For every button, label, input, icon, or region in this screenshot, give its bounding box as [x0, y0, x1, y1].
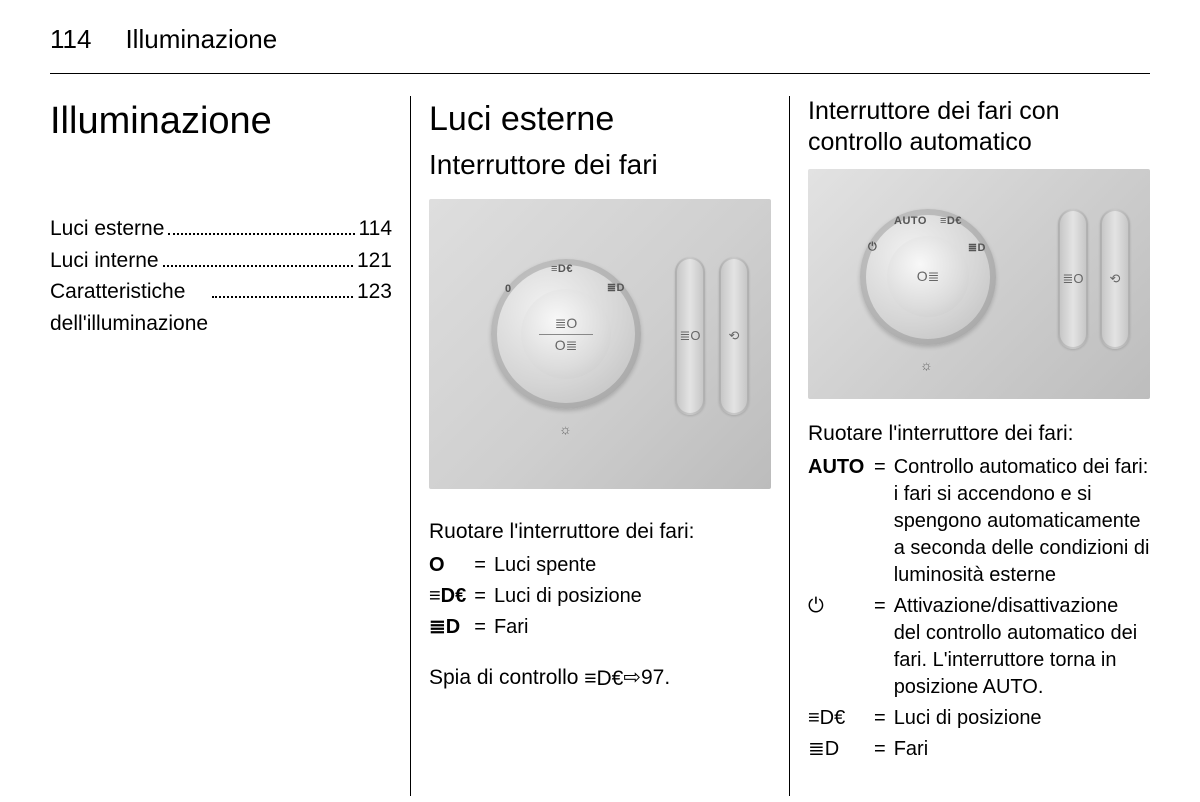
footer-symbol: ≡D€ — [584, 664, 623, 693]
def-symbol: ≣D — [808, 736, 866, 763]
lead-text: Ruotare l'interruttore dei fari: — [808, 419, 1150, 448]
toc-page: 121 — [357, 245, 392, 277]
dial-center-icon: O≣ — [887, 236, 969, 318]
definition-list: O = Luci spente ≡D€ = Luci di posizione … — [429, 552, 771, 641]
def-symbol: ≡D€ — [429, 583, 466, 610]
slider-2-icon: ⟲ — [1100, 209, 1130, 349]
footer-note: Spia di controllo ≡D€ ⇨ 97. — [429, 663, 771, 692]
page-header: 114 Illuminazione — [50, 24, 1150, 74]
def-symbol: ≡D€ — [808, 705, 866, 732]
toc-label: Caratteristiche dell'illuminazione — [50, 276, 208, 339]
dial-mark-off: ⏻ — [868, 241, 877, 254]
dial-mark-park: ≡D€ — [940, 215, 962, 227]
column-luci-esterne: Luci esterne Interruttore dei fari ≣O O≣… — [411, 96, 789, 796]
column-auto-headlight: Interruttore dei fari con controllo auto… — [790, 96, 1150, 796]
toc-row: Luci interne 121 — [50, 245, 392, 277]
toc-page: 114 — [359, 213, 392, 245]
toc-row: Luci esterne 114 — [50, 213, 392, 245]
def-equals: = — [474, 583, 486, 610]
auto-headlight-switch-figure: O≣ ⏻ AUTO ≡D€ ≣D ☼ ≣O ⟲ — [808, 169, 1150, 399]
toc-label: Luci interne — [50, 245, 159, 277]
definition-list: AUTO = Controllo automatico dei fari: i … — [808, 454, 1150, 763]
def-equals: = — [874, 593, 886, 701]
dial-mark-head: ≣D — [968, 241, 986, 254]
footer-text-a: Spia di controllo — [429, 666, 584, 689]
toc-dots — [163, 248, 353, 267]
def-symbol: ≣D — [429, 614, 466, 641]
toc-page: 123 — [357, 276, 392, 308]
headlight-switch-figure: ≣O O≣ 0 ≡D€ ≣D ☼ ≣O ⟲ — [429, 199, 771, 489]
dial-center-label: O≣ — [917, 268, 940, 285]
def-symbol: O — [429, 552, 466, 579]
def-value: Luci di posizione — [494, 583, 771, 610]
subsection-heading: Interruttore dei fari — [429, 149, 771, 181]
def-value: Luci di posizione — [894, 705, 1150, 732]
toc-dots — [212, 279, 353, 298]
dial-mark-park: ≡D€ — [551, 263, 573, 275]
auto-headlight-dial-icon: O≣ ⏻ AUTO ≡D€ ≣D — [860, 209, 996, 345]
def-value: Luci spente — [494, 552, 771, 579]
def-symbol: AUTO — [808, 454, 866, 589]
toc-dots — [168, 216, 354, 235]
brightness-icon: ☼ — [920, 357, 933, 373]
def-equals: = — [874, 705, 886, 732]
def-equals: = — [474, 614, 486, 641]
arrow-icon: ⇨ — [623, 663, 641, 692]
slider-2-icon: ⟲ — [719, 257, 749, 415]
brightness-icon: ☼ — [559, 421, 572, 437]
slider-1-icon: ≣O — [675, 257, 705, 415]
def-value: Attivazione/disattivazione del controllo… — [894, 593, 1150, 701]
def-value: Fari — [894, 736, 1150, 763]
footer-text-b: 97. — [641, 666, 670, 689]
page-number: 114 — [50, 24, 91, 55]
lead-text: Ruotare l'interruttore dei fari: — [429, 517, 771, 546]
toc-row: Caratteristiche dell'illuminazione 123 — [50, 276, 392, 339]
def-equals: = — [874, 736, 886, 763]
def-value: Controllo automatico dei fari: i fari si… — [894, 454, 1150, 589]
dial-mark-auto: AUTO — [894, 215, 927, 227]
def-symbol: ⏻ — [808, 593, 866, 701]
def-equals: = — [874, 454, 886, 589]
section-heading: Luci esterne — [429, 100, 771, 139]
column-toc: Illuminazione Luci esterne 114 Luci inte… — [50, 96, 410, 796]
dial-mark-zero: 0 — [505, 283, 512, 295]
def-equals: = — [474, 552, 486, 579]
slider-1-icon: ≣O — [1058, 209, 1088, 349]
subsection-heading: Interruttore dei fari con controllo auto… — [808, 96, 1150, 159]
toc-label: Luci esterne — [50, 213, 164, 245]
def-value: Fari — [494, 614, 771, 641]
dial-mark-head: ≣D — [607, 281, 625, 294]
dial-center-icon: ≣O O≣ — [521, 289, 611, 379]
chapter-title: Illuminazione — [50, 100, 392, 143]
header-section-title: Illuminazione — [125, 24, 277, 55]
headlight-dial-icon: ≣O O≣ 0 ≡D€ ≣D — [491, 259, 641, 409]
